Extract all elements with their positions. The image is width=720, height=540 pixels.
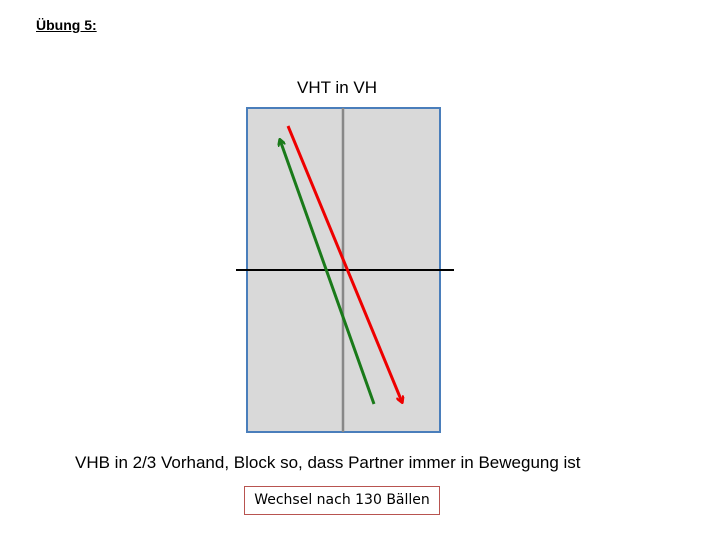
description: VHB in 2/3 Vorhand, Block so, dass Partn…	[75, 453, 581, 472]
red-arrow	[286, 125, 402, 402]
title: Übung 5:	[36, 17, 97, 33]
note-box: Wechsel nach 130 Bällen	[244, 486, 440, 515]
top-label: VHT in VH	[297, 78, 377, 97]
green-arrow	[280, 140, 376, 405]
